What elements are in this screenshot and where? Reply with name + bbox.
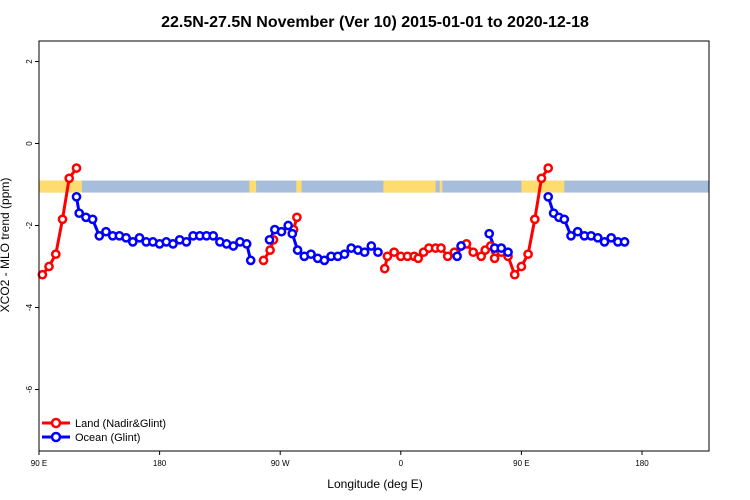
ocean-data-point [373,247,383,258]
ocean-data-point [592,232,603,243]
land-data-point [543,163,554,173]
x-tick-label: 90 E [31,459,47,468]
land-data-point [442,251,453,262]
legend: Land (Nadir&Glint) Ocean (Glint) [42,417,166,444]
land-data-point [436,243,446,253]
y-tick-label: 2 [25,59,34,64]
ocean-data-point [276,226,287,237]
ocean-data-point [566,230,576,241]
ocean-data-point [283,220,294,231]
x-tick-label: 180 [635,459,649,468]
land-band-segment [296,180,302,193]
x-tick-label: 0 [399,459,404,468]
land-data-point [413,253,424,264]
land-data-point [292,212,302,223]
chart-title: 22.5N-27.5N November (Ver 10) 2015-01-01… [161,14,589,31]
land-data-point [536,173,547,184]
ocean-data-point [181,237,192,247]
legend-ocean-label: Ocean (Glint) [75,432,140,444]
ocean-data-point [94,230,105,241]
y-tick-label: 0 [25,141,34,146]
ocean-data-point [208,230,219,241]
x-tick-label: 180 [153,459,167,468]
ocean-data-point [619,237,630,247]
ocean-data-point [503,247,513,258]
ocean-data-point [359,247,370,258]
land-band-segment [249,180,257,193]
legend-land-label: Land (Nadir&Glint) [75,418,166,430]
ocean-data-point [484,228,495,239]
ocean-data-point [606,232,617,243]
ocean-data-point [452,251,462,262]
ocean-data-point [599,237,610,247]
land-data-point [382,251,393,262]
ocean-data-point [228,241,239,251]
ocean-data-point [292,245,303,255]
x-tick-label: 90 E [513,459,529,468]
land-data-point [489,253,500,264]
land-data-point [468,247,479,258]
ocean-data-point [319,255,330,266]
land-data-point [516,261,527,272]
land-data-point [44,261,54,272]
x-tick-label: 90 W [271,459,290,468]
land-data-point [389,247,399,258]
ocean-data-point [87,214,98,225]
ocean-data-point [245,255,256,266]
ocean-band [39,180,709,193]
land-band-segment [39,180,82,193]
land-data-point [379,263,390,274]
legend-land-marker [50,417,62,429]
land-data-point [509,269,520,280]
land-data-point [57,214,68,225]
ocean-data-point [101,226,111,237]
ocean-data-point [71,191,82,202]
y-tick-label: -4 [25,303,34,311]
land-data-point [37,269,48,280]
axes: 90 E 180 90 W 0 90 E 180 2 0 -2 -4 -6 [25,59,649,468]
land-data-point [64,173,75,184]
land-band-segment [521,180,565,193]
land-data-point [50,249,61,260]
ocean-data-point [366,241,377,251]
x-axis-label: Longitude (deg E) [327,477,422,491]
land-data-point [71,163,82,173]
y-tick-label: -6 [25,385,34,393]
land-band-segment [383,180,436,193]
land-band-segment [439,180,443,193]
ocean-data-point [456,241,466,251]
ocean-data-point [127,237,138,247]
ocean-data-point [168,239,178,249]
land-mask-band [39,180,709,193]
ocean-data-point [572,226,583,237]
series-layer [37,163,630,280]
land-data-point [523,249,533,260]
ocean-data-point [134,232,145,243]
ocean-data-point [306,249,316,260]
land-data-point [265,245,275,255]
land-data-point [258,255,269,266]
ocean-data-point [559,214,570,225]
ocean-data-point [121,232,131,243]
y-axis-label: XCO2 - MLO trend (ppm) [0,178,12,313]
ocean-data-point [339,249,350,260]
ocean-data-point [74,208,85,219]
land-data-point [529,214,540,225]
ocean-data-point [264,234,275,245]
ocean-data-point [496,243,507,253]
plot-frame [38,40,710,452]
ocean-data-point [241,239,252,249]
y-tick-label: -2 [25,221,34,229]
ocean-data-point [287,228,298,239]
ocean-data-point [543,191,554,202]
legend-ocean-marker [50,431,62,443]
